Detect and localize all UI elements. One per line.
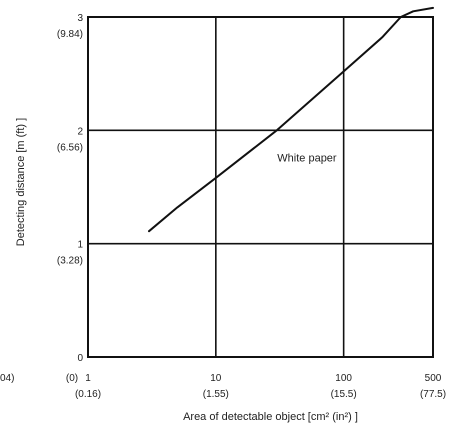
edge-text-fragment: 04): [0, 373, 14, 384]
x-tick-label: 100: [335, 373, 352, 384]
y-tick-sublabel: (3.28): [57, 256, 83, 267]
x-tick-sublabel: (77.5): [420, 389, 446, 400]
grid-lines: [88, 16, 433, 357]
y-tick-label: 3: [77, 13, 83, 24]
y-tick-label: 2: [77, 126, 83, 137]
tick-labels: 01(3.28)2(6.56)3(9.84)1(0.16)10(1.55)100…: [57, 13, 446, 400]
series-annotation-white-paper: White paper: [277, 153, 337, 165]
x-tick-label: 1: [85, 373, 91, 384]
series-layer: [148, 6, 434, 233]
x-origin-label: (0): [66, 373, 78, 384]
plot-frame: [87, 16, 434, 358]
x-tick-sublabel: (1.55): [203, 389, 229, 400]
x-tick-label: 500: [425, 373, 442, 384]
y-tick-sublabel: (9.84): [57, 29, 83, 40]
y-tick-label: 0: [77, 353, 83, 364]
x-tick-sublabel: (0.16): [75, 389, 101, 400]
series-line-white-paper: [148, 6, 434, 233]
y-tick-label: 1: [77, 240, 83, 251]
x-tick-label: 10: [210, 373, 222, 384]
y-axis-label: Detecting distance [m (ft) ]: [15, 118, 27, 246]
y-tick-sublabel: (6.56): [57, 142, 83, 153]
x-tick-sublabel: (15.5): [331, 389, 357, 400]
x-axis-label: Area of detectable object [cm² (in²) ]: [183, 411, 358, 423]
